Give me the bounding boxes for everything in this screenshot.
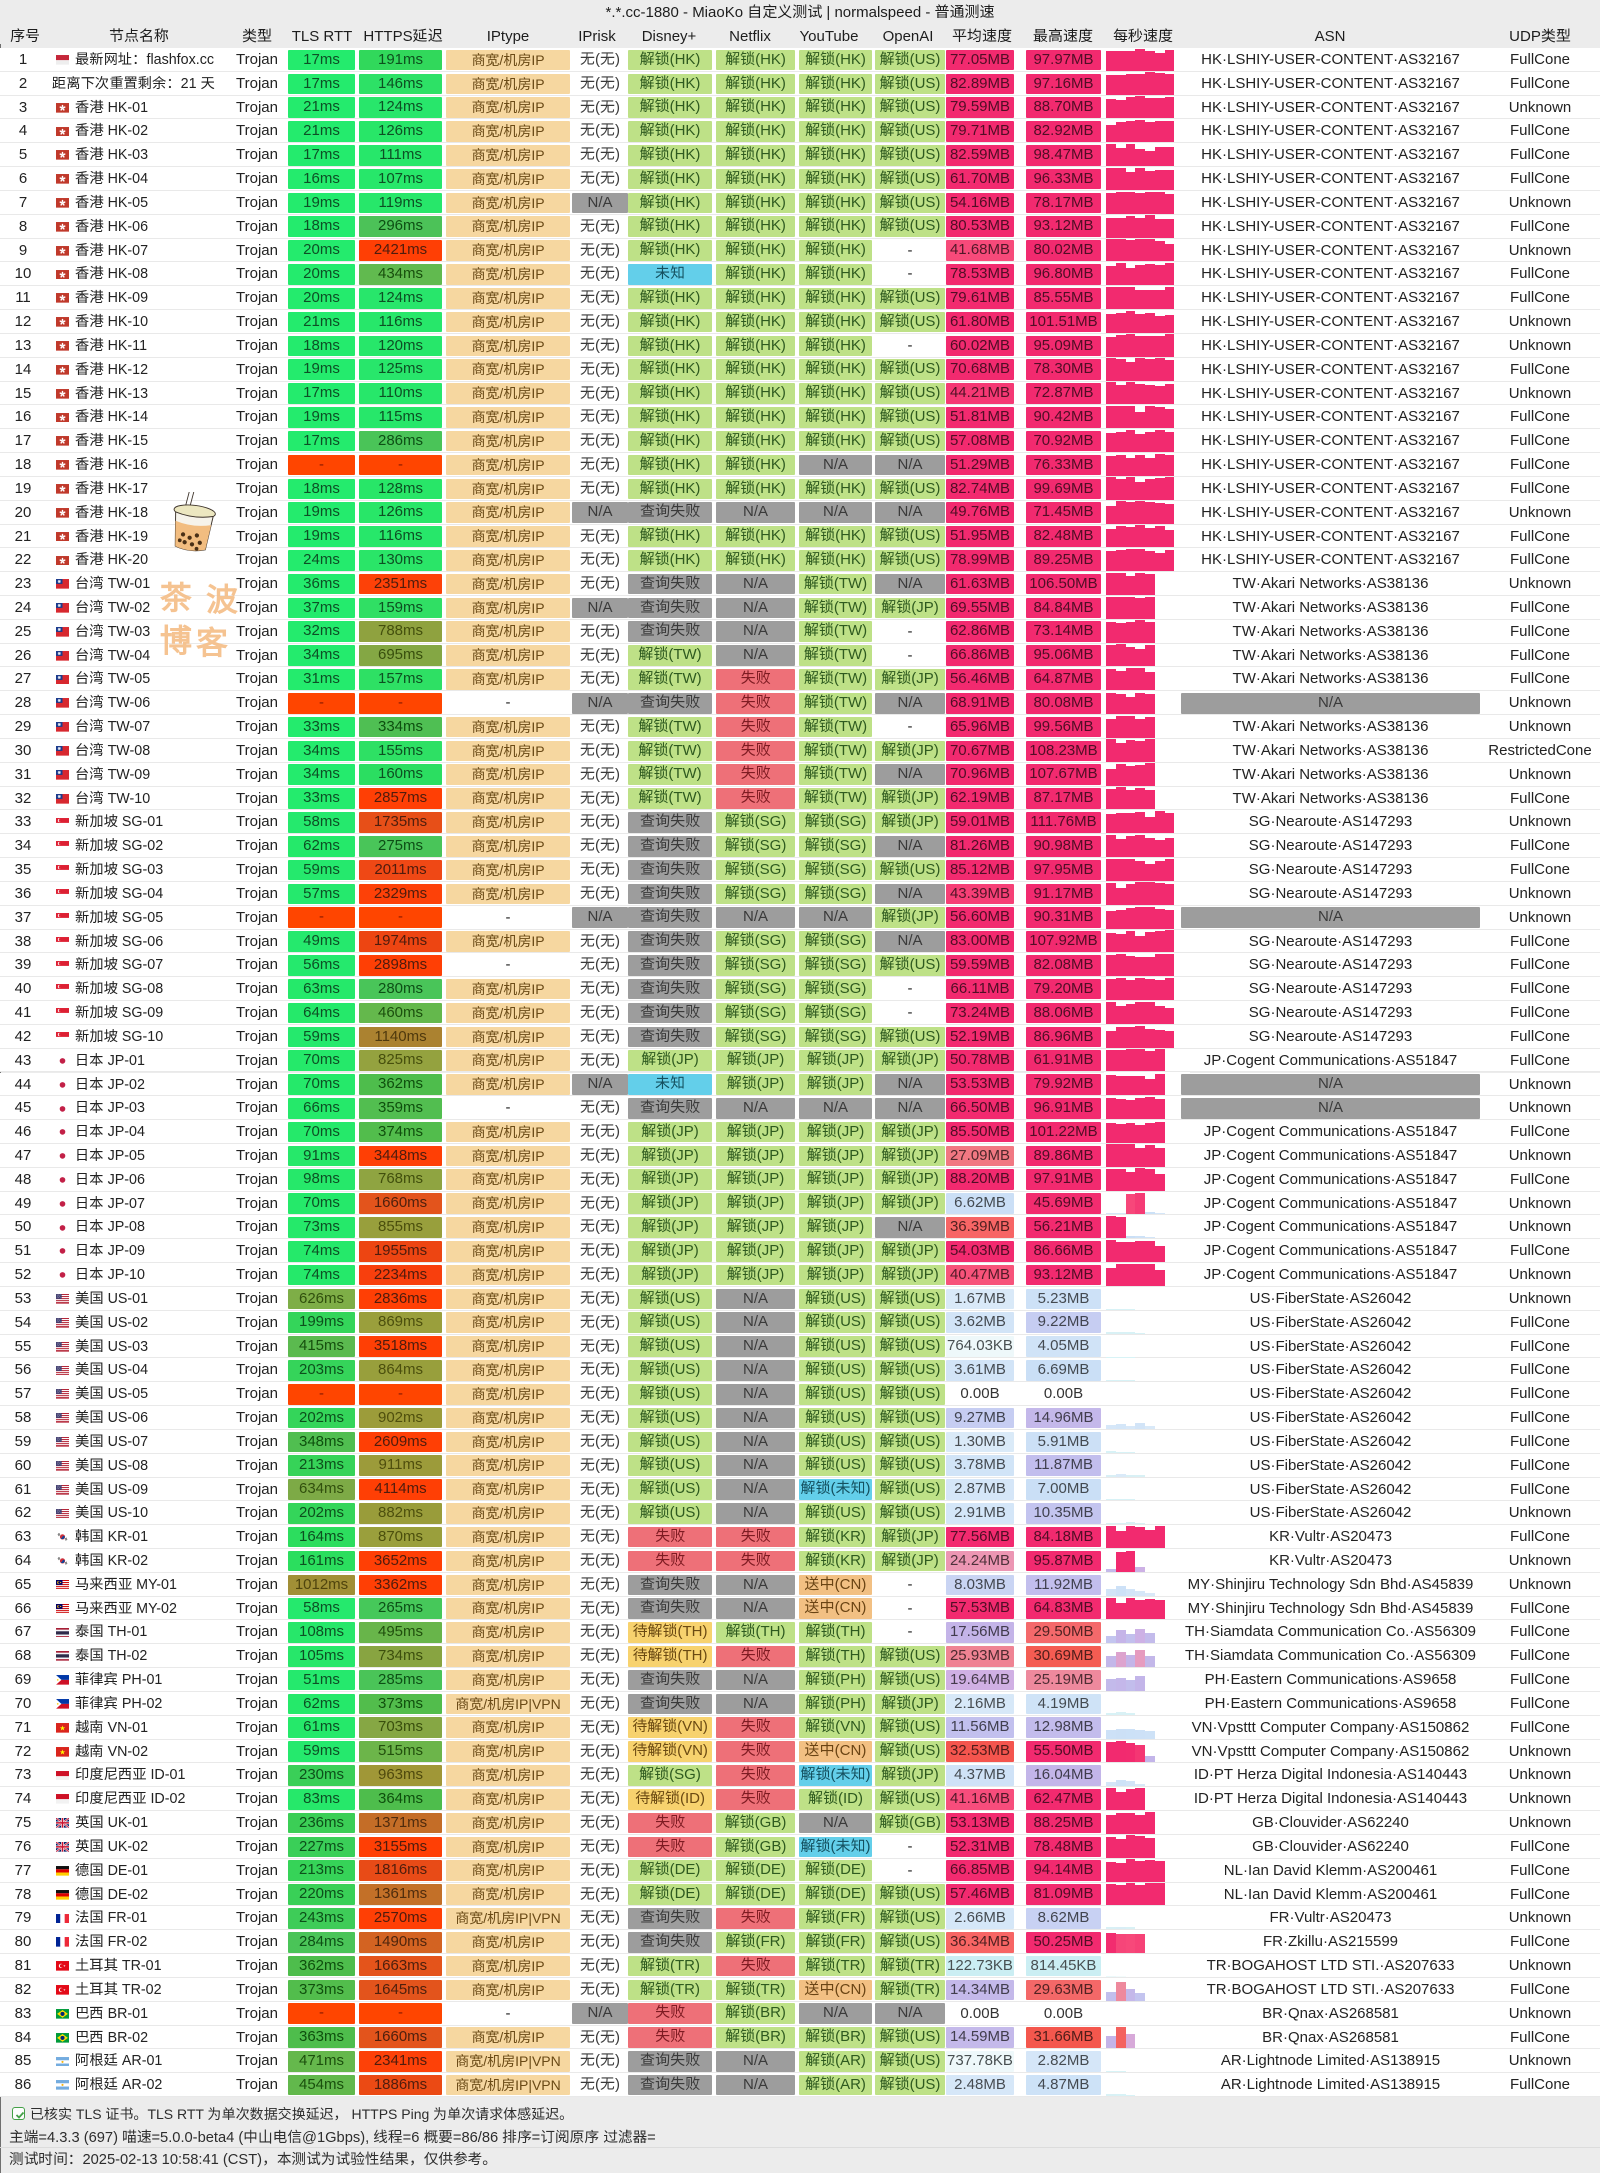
svg-text:波: 波 <box>206 575 239 621</box>
svg-text:博: 博 <box>160 616 192 662</box>
svg-text:茶: 茶 <box>160 573 193 619</box>
svg-text:客: 客 <box>196 618 228 664</box>
